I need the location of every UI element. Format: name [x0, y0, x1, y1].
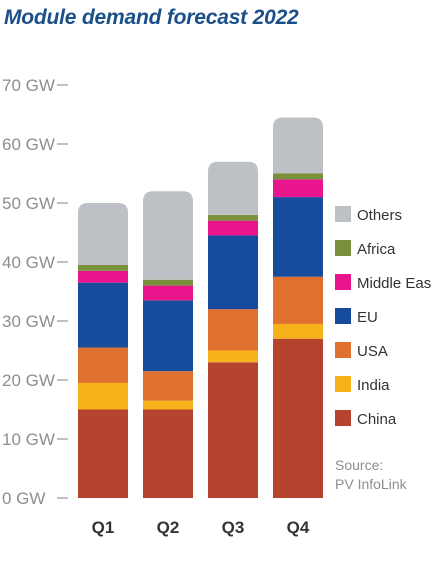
x-tick-label: Q1	[92, 518, 115, 537]
y-tick-label: 10 GW	[2, 430, 55, 449]
y-tick-label: 0 GW	[2, 489, 45, 508]
y-tick-label: 60 GW	[2, 135, 55, 154]
legend-label-india: India	[357, 377, 390, 394]
legend-label-others: Others	[357, 207, 402, 224]
chart-title: Module demand forecast 2022	[4, 6, 299, 29]
bar-segment-india	[208, 350, 258, 363]
bar-segment-eu	[78, 282, 128, 348]
bar-segment-middle-east	[143, 285, 193, 301]
legend-swatch-china	[335, 410, 351, 426]
bar-segment-usa	[78, 347, 128, 383]
y-tick-label: 30 GW	[2, 312, 55, 331]
legend-swatch-india	[335, 376, 351, 392]
y-tick-label: 20 GW	[2, 371, 55, 390]
y-axis: 0 GW 10 GW 20 GW 30 GW 40 GW 50 GW 60 GW 70 GW	[2, 76, 68, 508]
legend-swatch-others	[335, 206, 351, 222]
bar-segment-middle-east	[78, 270, 128, 283]
legend-label-middle-east: Middle East	[357, 275, 431, 292]
x-tick-label: Q4	[287, 518, 310, 537]
y-tick-label: 50 GW	[2, 194, 55, 213]
legend-swatch-eu	[335, 308, 351, 324]
bar-segment-middle-east	[273, 179, 323, 198]
legend-swatch-africa	[335, 240, 351, 256]
bar-segment-others	[143, 191, 193, 280]
bar-segment-others	[273, 117, 323, 174]
bar-segment-africa	[143, 279, 193, 286]
x-tick-label: Q3	[222, 518, 245, 537]
bar-segment-others	[78, 203, 128, 265]
x-axis: Q1 Q2 Q3 Q4	[92, 518, 310, 537]
bar-segment-africa	[273, 173, 323, 180]
bar-segment-middle-east	[208, 220, 258, 236]
bar-segment-usa	[273, 276, 323, 324]
source-line: Source:	[335, 457, 383, 473]
bar-segment-china	[273, 338, 323, 498]
bar-segment-africa	[78, 264, 128, 271]
legend-swatch-usa	[335, 342, 351, 358]
legend-label-africa: Africa	[357, 241, 396, 258]
bar-segment-usa	[208, 309, 258, 351]
bar-segment-india	[143, 400, 193, 410]
legend-label-china: China	[357, 411, 397, 428]
legend-swatch-middle-east	[335, 274, 351, 290]
bar-segment-china	[208, 362, 258, 498]
legend-label-usa: USA	[357, 343, 388, 360]
bar-segment-usa	[143, 371, 193, 401]
bar-segment-africa	[208, 214, 258, 221]
y-tick-label: 70 GW	[2, 76, 55, 95]
bar-segment-eu	[143, 300, 193, 372]
legend: Others Africa Middle East EU USA India China	[335, 206, 431, 428]
bar-segment-china	[143, 409, 193, 498]
bar-segment-eu	[273, 197, 323, 277]
bar-segment-india	[78, 382, 128, 410]
bars	[78, 117, 323, 498]
y-tick-label: 40 GW	[2, 253, 55, 272]
legend-label-eu: EU	[357, 309, 378, 326]
bar-segment-india	[273, 323, 323, 339]
bar-segment-china	[78, 409, 128, 498]
bar-segment-others	[208, 161, 258, 215]
source-note: Source: PV InfoLink	[335, 457, 408, 492]
bar-segment-eu	[208, 235, 258, 310]
x-tick-label: Q2	[157, 518, 180, 537]
source-line: PV InfoLink	[335, 476, 408, 492]
